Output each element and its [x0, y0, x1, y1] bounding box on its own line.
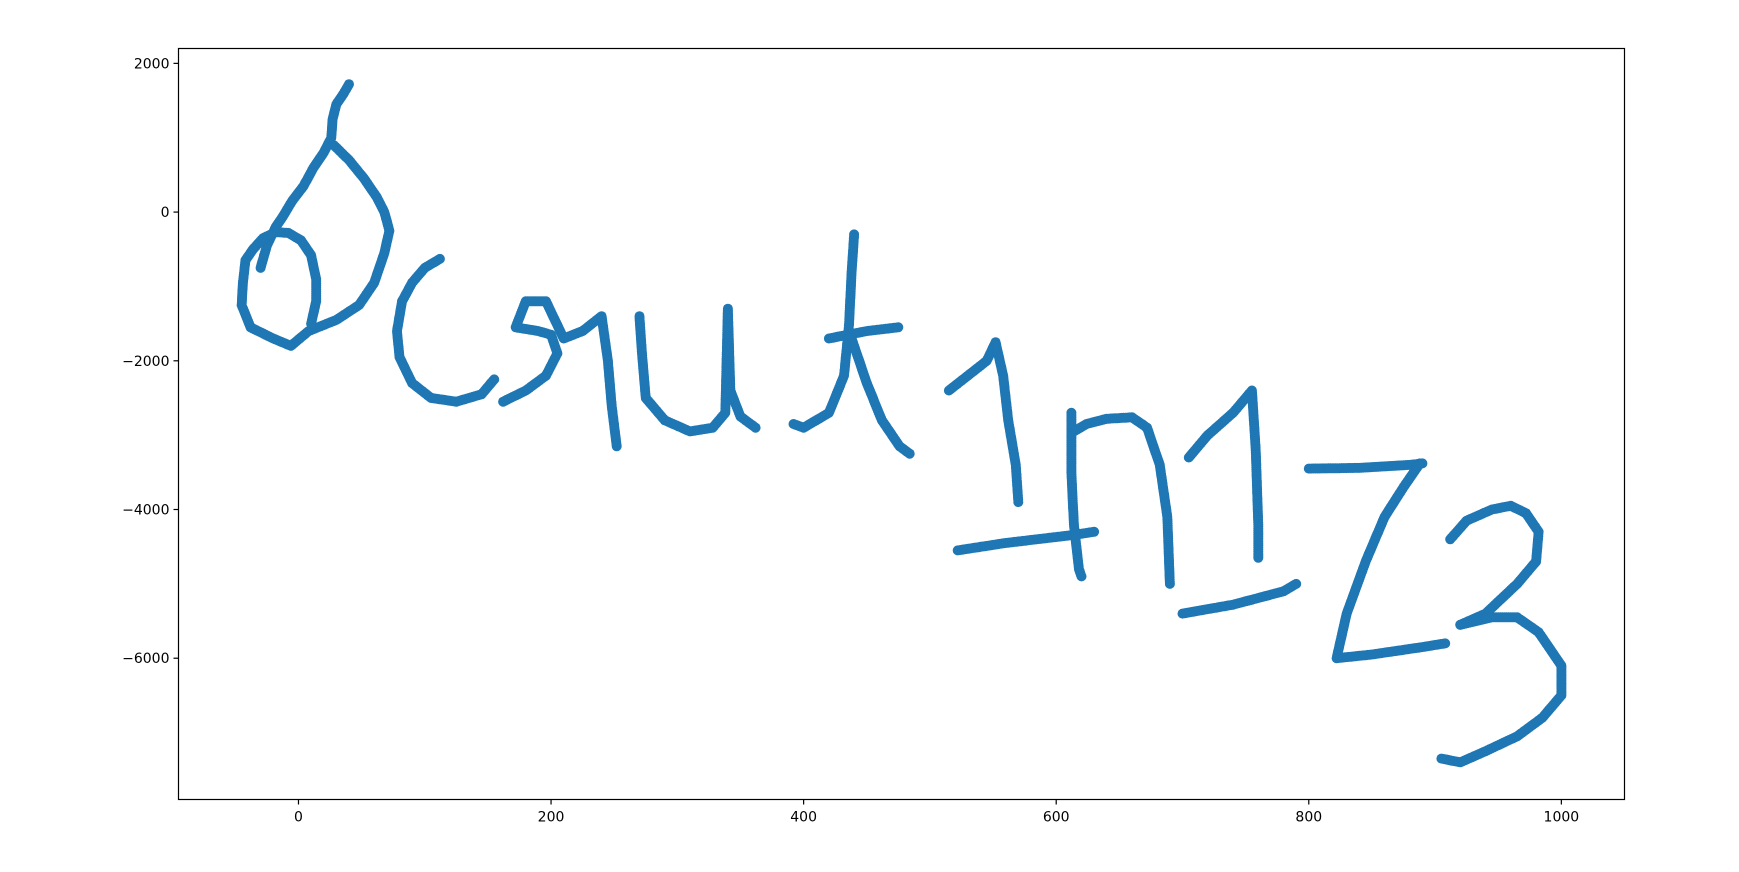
data-point — [893, 322, 903, 332]
data-point — [789, 419, 799, 429]
data-point — [1291, 579, 1301, 589]
data-point — [1165, 579, 1175, 589]
y-tick-label: 0 — [161, 205, 170, 221]
y-tick-label: −4000 — [122, 503, 169, 519]
x-tick-label: 600 — [1043, 810, 1070, 826]
x-tick-label: 400 — [790, 810, 817, 826]
data-point — [1436, 754, 1446, 764]
x-tick-label: 200 — [538, 810, 565, 826]
data-point — [256, 263, 266, 273]
data-point — [489, 374, 499, 384]
y-tick-label: −2000 — [122, 354, 169, 370]
y-tick-label: −6000 — [122, 651, 169, 667]
data-point — [1013, 497, 1023, 507]
data-point — [905, 449, 915, 459]
data-point — [751, 423, 761, 433]
data-point — [306, 319, 316, 329]
data-point — [1253, 553, 1263, 563]
data-point — [1089, 527, 1099, 537]
x-tick-label: 800 — [1295, 810, 1322, 826]
x-tick-label: 0 — [294, 810, 303, 826]
data-point — [612, 441, 622, 451]
x-tick-label: 1000 — [1544, 810, 1580, 826]
data-point — [1077, 571, 1087, 581]
data-point — [1440, 638, 1450, 648]
y-tick-label: 2000 — [134, 56, 170, 72]
